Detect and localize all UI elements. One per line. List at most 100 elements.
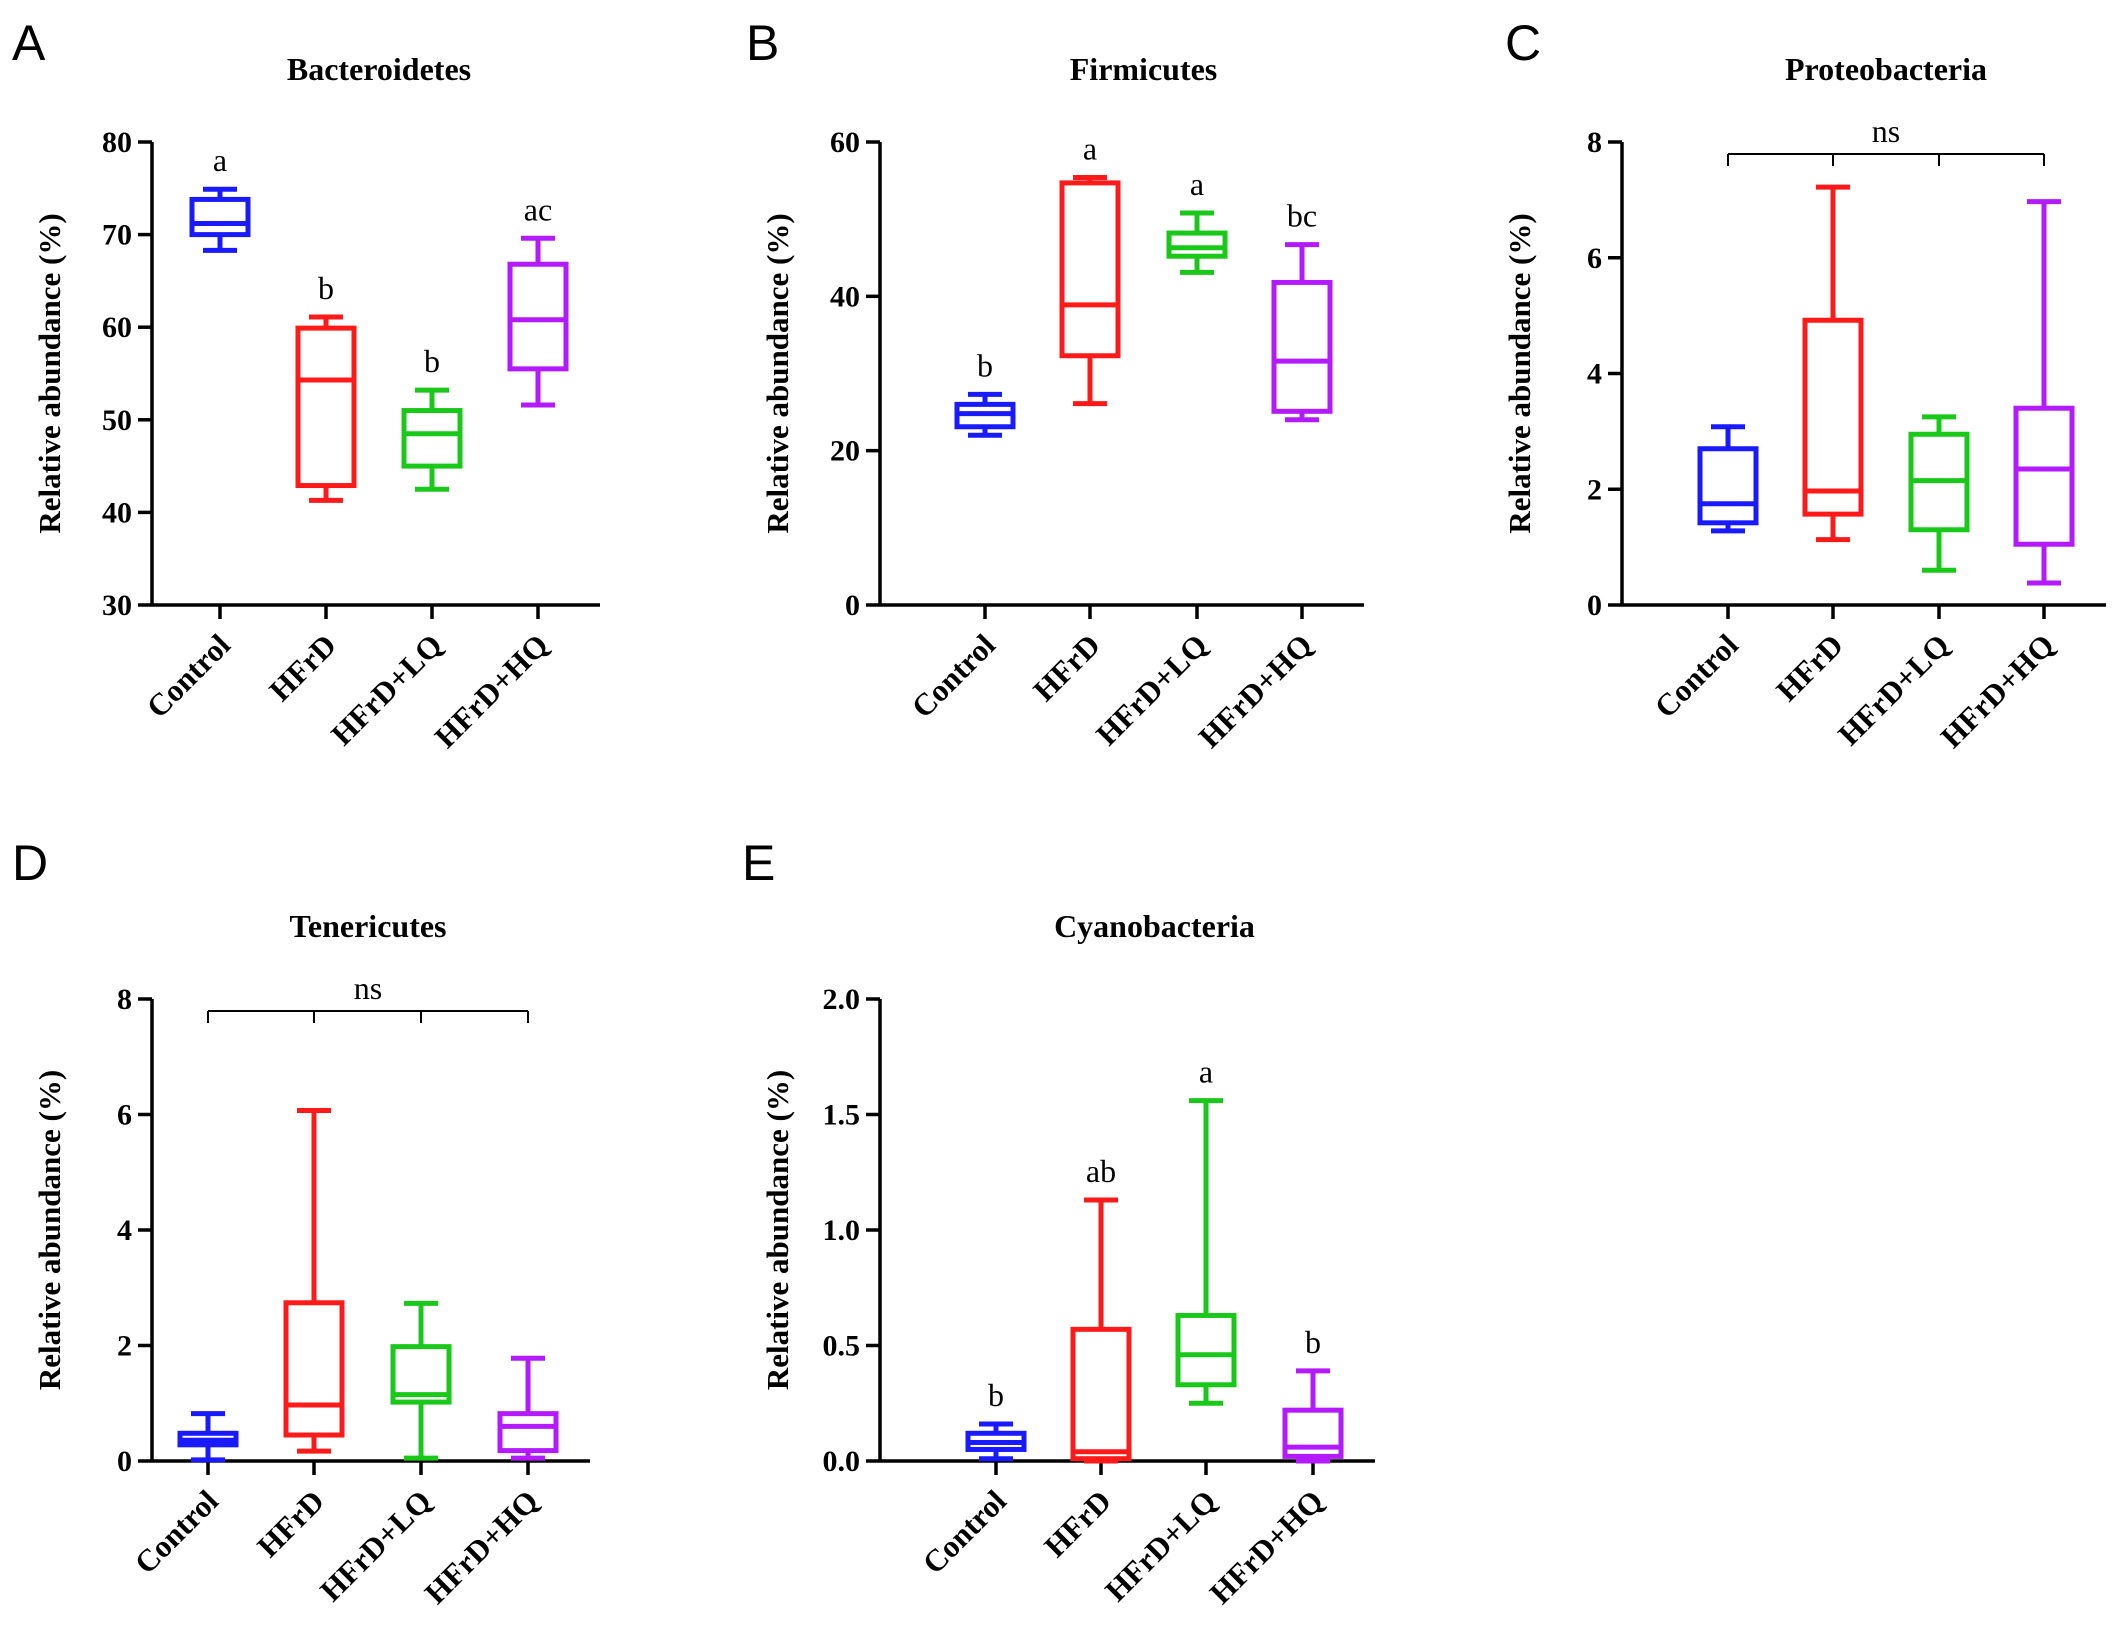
x-tick-label: HFrD+LQ — [1098, 1483, 1223, 1608]
y-tick-label: 8 — [117, 983, 132, 1016]
y-tick-label: 4 — [1587, 358, 1602, 391]
chart-title: Cyanobacteria — [1054, 908, 1255, 944]
y-tick-label: 0 — [117, 1445, 132, 1478]
y-tick-label: 0 — [845, 589, 860, 622]
chart-title: Bacteroidetes — [287, 51, 471, 87]
panel-label: E — [742, 835, 775, 891]
bracket-label: ns — [354, 970, 382, 1006]
chart-title: Proteobacteria — [1785, 51, 1987, 87]
chart-title: Firmicutes — [1070, 51, 1218, 87]
y-tick-label: 80 — [102, 126, 132, 159]
box-hfrd-plus-hq — [497, 1355, 559, 1461]
y-axis-label: Relative abundance (%) — [32, 213, 67, 533]
significance-bracket: ns — [1727, 113, 2045, 166]
significance-bracket: ns — [207, 970, 529, 1023]
y-tick-label: 6 — [1587, 242, 1602, 275]
x-tick-label: HFrD — [1769, 627, 1850, 708]
panel-c: C Proteobacteria Relative abundance (%) 0 2 4… — [1502, 15, 2106, 755]
panel-label: B — [746, 15, 779, 71]
significance-letter: b — [1305, 1324, 1321, 1360]
y-tick-label: 6 — [117, 1099, 132, 1132]
y-tick-label: 40 — [102, 496, 132, 529]
box-hfrd-plus-lq — [390, 1300, 452, 1461]
iqr-box — [507, 261, 569, 372]
y-tick-label: 2.0 — [823, 983, 861, 1016]
significance-letter: a — [1083, 130, 1097, 166]
x-tick-label: Control — [905, 627, 1003, 725]
y-tick-label: 2 — [1587, 473, 1602, 506]
y-tick-label: 60 — [830, 126, 860, 159]
x-tick-label: HFrD+HQ — [1192, 627, 1319, 754]
x-tick-label: Control — [140, 627, 238, 725]
y-tick-label: 0.5 — [823, 1330, 861, 1363]
box-control — [1697, 424, 1759, 534]
x-tick-label: Control — [916, 1483, 1014, 1581]
significance-letter: a — [1190, 166, 1204, 202]
iqr-box — [497, 1411, 559, 1454]
y-axis-label: Relative abundance (%) — [1502, 213, 1537, 533]
y-axis-label: Relative abundance (%) — [760, 1070, 795, 1390]
panel-d: D Tenericutes Relative abundance (%) 0 2 4 6 8 C… — [12, 835, 590, 1611]
iqr-box — [1059, 180, 1121, 359]
box-hfrd-plus-hq — [2013, 199, 2075, 586]
box-hfrd — [1802, 184, 1864, 543]
y-axis-label: Relative abundance (%) — [760, 213, 795, 533]
x-tick-label: HFrD — [1026, 627, 1107, 708]
y-tick-label: 2 — [117, 1330, 132, 1363]
y-tick-label: 20 — [830, 435, 860, 468]
iqr-box — [1070, 1326, 1132, 1462]
iqr-box — [2013, 405, 2075, 547]
x-tick-label: HFrD+HQ — [1934, 627, 2061, 754]
iqr-box — [1697, 446, 1759, 526]
box-hfrd — [283, 1107, 345, 1454]
box-control — [954, 391, 1016, 438]
significance-letter: b — [318, 270, 334, 306]
y-axis-label: Relative abundance (%) — [32, 1070, 67, 1390]
x-tick-label: HFrD+HQ — [428, 627, 555, 754]
box-control — [177, 1411, 239, 1463]
panel-label: D — [12, 835, 48, 891]
iqr-box — [295, 325, 357, 489]
y-tick-label: 1.5 — [823, 1099, 861, 1132]
x-tick-label: Control — [1648, 627, 1746, 725]
box-hfrd-plus-hq — [507, 235, 569, 408]
y-tick-label: 0.0 — [823, 1445, 861, 1478]
y-tick-label: 70 — [102, 219, 132, 252]
significance-letter: b — [977, 347, 993, 383]
box-hfrd-plus-hq — [1282, 1368, 1344, 1464]
x-tick-label: HFrD — [262, 627, 343, 708]
box-control — [189, 186, 251, 253]
iqr-box — [1802, 317, 1864, 517]
iqr-box — [1271, 279, 1333, 414]
y-tick-label: 40 — [830, 280, 860, 313]
x-tick-label: Control — [128, 1483, 226, 1581]
y-tick-label: 8 — [1587, 126, 1602, 159]
bracket-label: ns — [1872, 113, 1900, 149]
significance-letter: a — [213, 142, 227, 178]
x-tick-label: HFrD+LQ — [313, 1483, 438, 1608]
chart-title: Tenericutes — [289, 908, 446, 944]
significance-letter: bc — [1287, 198, 1317, 234]
box-hfrd-plus-lq — [1175, 1098, 1237, 1406]
y-tick-label: 0 — [1587, 589, 1602, 622]
panel-label: C — [1505, 15, 1541, 71]
panel-a: A Bacteroidetes Relative abundance (%) 30 40… — [12, 15, 600, 755]
iqr-box — [1175, 1312, 1237, 1388]
iqr-box — [401, 408, 463, 469]
iqr-box — [189, 196, 251, 238]
panel-e: E Cyanobacteria Relative abundance (%) 0.0 0… — [742, 835, 1375, 1611]
significance-letter: ab — [1086, 1153, 1116, 1189]
x-tick-label: HFrD — [250, 1483, 331, 1564]
significance-letter: ac — [524, 191, 552, 227]
y-tick-label: 30 — [102, 589, 132, 622]
y-tick-label: 50 — [102, 404, 132, 437]
box-hfrd — [1070, 1197, 1132, 1464]
iqr-box — [283, 1300, 345, 1438]
x-tick-label: HFrD+HQ — [1203, 1483, 1330, 1610]
significance-letter: a — [1199, 1054, 1213, 1090]
y-tick-label: 1.0 — [823, 1214, 861, 1247]
box-hfrd — [295, 314, 357, 503]
panel-b: B Firmicutes Relative abundance (%) 0 20 40 60… — [746, 15, 1364, 755]
box-hfrd-plus-lq — [1908, 414, 1970, 573]
